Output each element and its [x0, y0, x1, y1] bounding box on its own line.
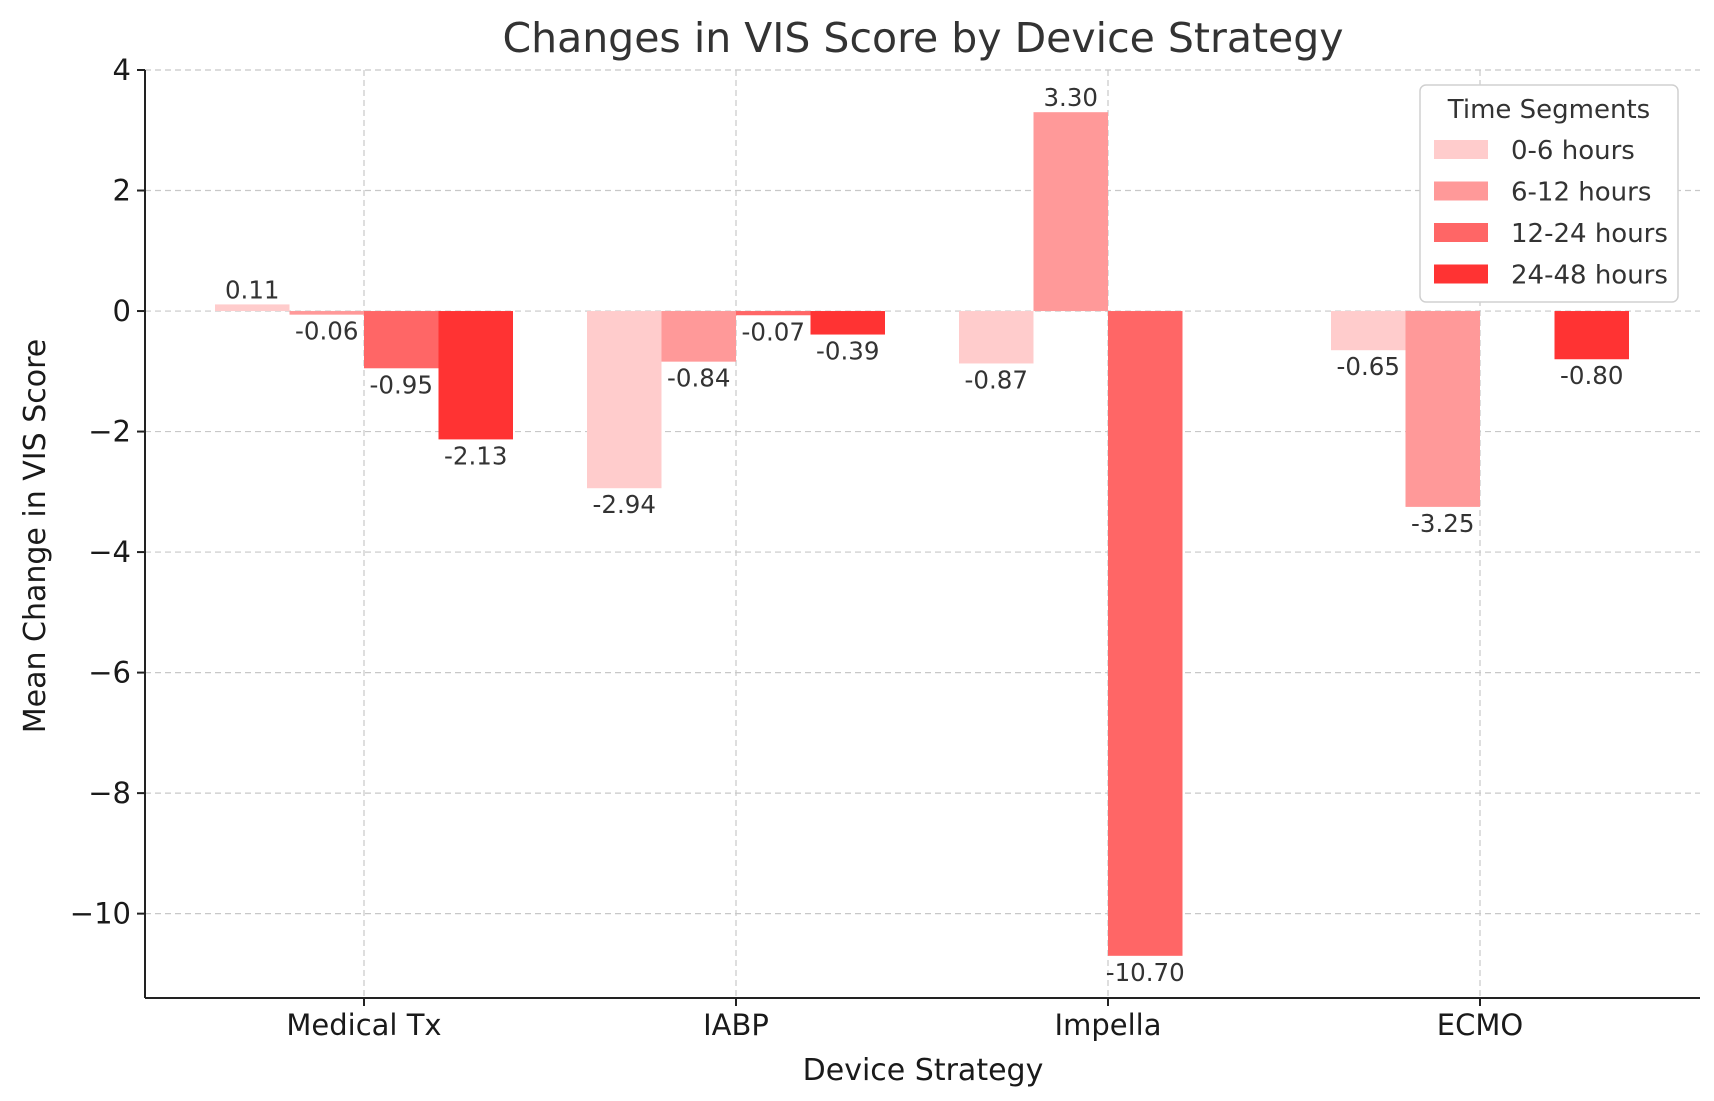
legend-swatch	[1434, 140, 1488, 159]
data-label: -2.94	[593, 490, 656, 519]
data-label: -0.39	[816, 337, 879, 366]
data-label: -0.80	[1560, 361, 1623, 390]
bar	[215, 304, 290, 312]
axes-layer: 4 2 0 −2 −4 −6 −8 −10 Medical Tx IABP Impella ECMO	[70, 53, 1700, 1042]
bar	[959, 311, 1034, 364]
data-label: 0.11	[225, 275, 280, 304]
data-label: -3.25	[1411, 509, 1474, 538]
bar	[661, 311, 736, 362]
data-label: -2.13	[444, 441, 507, 470]
bar	[1108, 311, 1183, 956]
legend: Time Segments 0-6 hours 6-12 hours 12-24 h…	[1419, 84, 1679, 303]
y-axis-title: Mean Change in VIS Score	[18, 339, 53, 734]
chart-title: Changes in VIS Score by Device Strategy	[502, 14, 1343, 62]
legend-swatch	[1434, 223, 1488, 242]
data-label: -0.84	[667, 364, 730, 393]
y-tick-label: −10	[70, 897, 131, 931]
data-label: -0.07	[742, 317, 805, 346]
legend-frame	[1419, 84, 1679, 303]
y-tick-label: −6	[88, 656, 131, 690]
data-label: 3.30	[1043, 83, 1098, 112]
y-tick-label: −4	[88, 535, 131, 569]
bar	[1554, 311, 1629, 360]
y-tick-label: 4	[113, 53, 131, 87]
bar	[810, 311, 885, 335]
bar	[736, 311, 811, 316]
x-axis-title: Device Strategy	[803, 1053, 1044, 1088]
data-label: -10.70	[1106, 958, 1185, 987]
legend-swatch	[1434, 264, 1488, 284]
bar	[289, 311, 364, 315]
legend-label: 0-6 hours	[1511, 136, 1635, 166]
bars-layer	[215, 112, 1629, 956]
legend-label: 12-24 hours	[1511, 219, 1668, 249]
legend-swatch	[1434, 181, 1488, 201]
y-tick-label: 2	[113, 174, 131, 208]
bar	[364, 311, 439, 369]
y-tick-label: −2	[88, 415, 131, 449]
legend-label: 6-12 hours	[1511, 178, 1651, 208]
x-tick-label: IABP	[703, 1008, 769, 1042]
x-tick-label: Medical Tx	[286, 1008, 441, 1042]
legend-label: 24-48 hours	[1511, 261, 1668, 291]
bar	[1331, 311, 1406, 351]
data-labels-layer: 0.11 -2.94 -0.87 -0.65 -0.06 -0.84 3.30 -3.25 -0…	[225, 83, 1623, 987]
bar	[587, 311, 662, 489]
data-label: -0.65	[1337, 352, 1400, 381]
data-label: -0.06	[295, 317, 358, 346]
data-label: -0.95	[370, 370, 433, 399]
legend-title: Time Segments	[1447, 95, 1650, 125]
bar	[1033, 112, 1108, 312]
data-label: -0.87	[965, 365, 1028, 394]
bar	[1405, 311, 1480, 507]
x-tick-label: Impella	[1055, 1008, 1162, 1042]
legend-items: 0-6 hours 6-12 hours 12-24 hours 24-48 hour…	[1434, 136, 1668, 291]
x-tick-label: ECMO	[1437, 1008, 1523, 1042]
bar	[438, 311, 513, 440]
y-tick-label: 0	[113, 294, 131, 328]
y-tick-label: −8	[88, 776, 131, 810]
